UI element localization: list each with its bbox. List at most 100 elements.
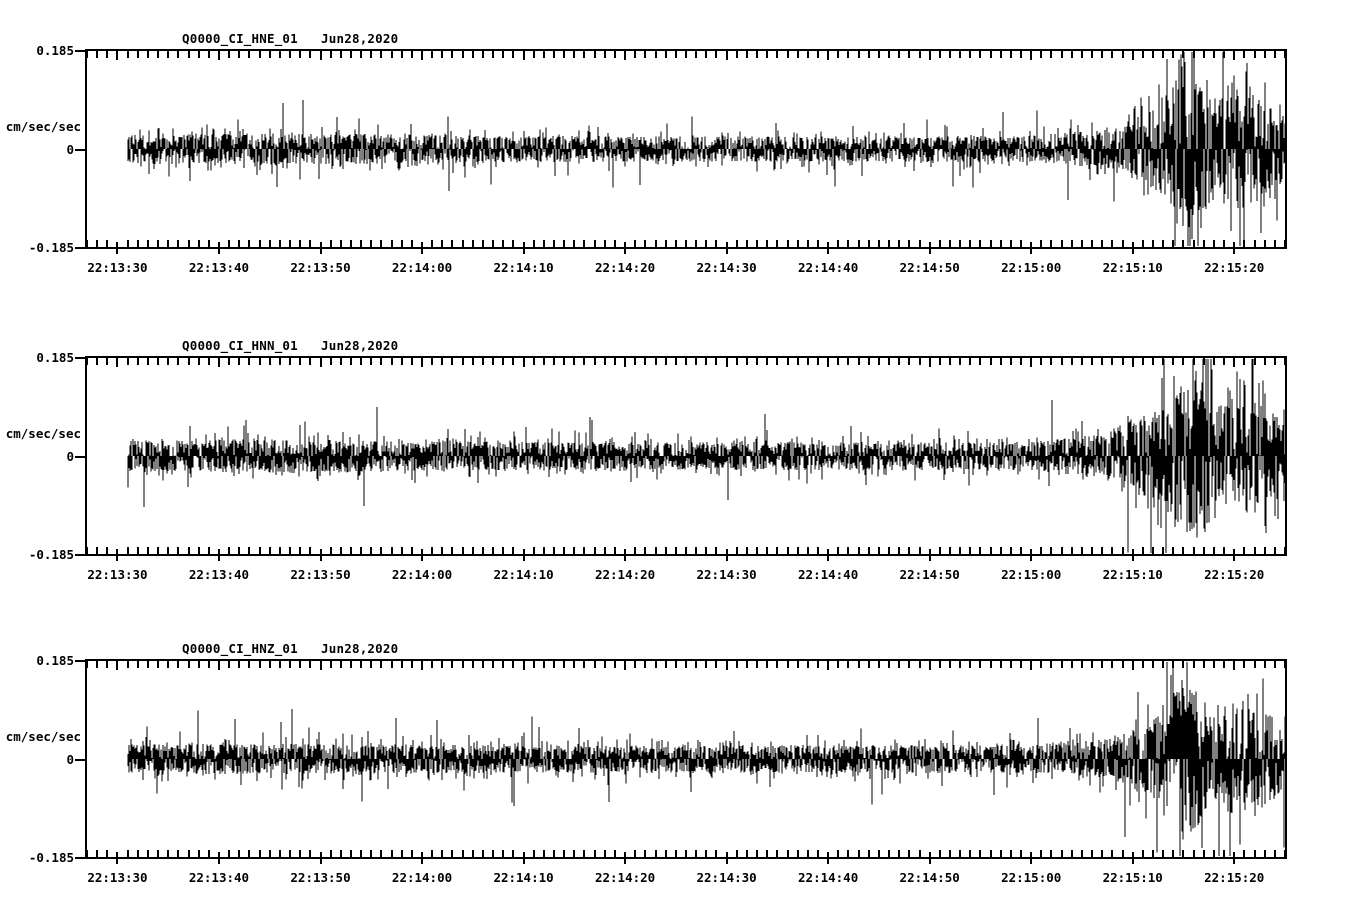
x-tick-top	[613, 358, 616, 365]
x-tick-top	[1050, 358, 1053, 365]
x-tick-top	[725, 661, 728, 670]
plot-frame-hnz	[85, 659, 1287, 859]
x-tick-top	[136, 51, 139, 58]
x-tick-minor	[1050, 547, 1053, 554]
x-tick-top	[1141, 51, 1144, 58]
x-tick-top	[380, 51, 383, 58]
x-tick-top	[837, 51, 840, 58]
x-tick-minor	[126, 850, 129, 857]
x-tick-top	[1284, 661, 1286, 668]
x-tick-minor	[1070, 240, 1073, 247]
x-tick-top	[644, 51, 647, 58]
x-tick-top	[1080, 661, 1083, 668]
x-tick-minor	[715, 240, 718, 247]
x-tick-major	[1131, 549, 1134, 561]
x-tick-minor	[867, 240, 870, 247]
x-tick-top	[928, 661, 931, 670]
x-tick-major	[1131, 242, 1134, 254]
x-tick-top	[583, 358, 586, 365]
x-tick-top	[634, 358, 637, 365]
x-tick-minor	[979, 547, 982, 554]
x-tick-minor	[1091, 240, 1094, 247]
x-tick-minor	[603, 547, 606, 554]
x-tick-top	[278, 661, 281, 668]
x-tick-minor	[705, 240, 708, 247]
x-tick-minor	[329, 850, 332, 857]
x-tick-top	[492, 358, 495, 365]
x-tick-top	[268, 358, 271, 365]
x-tick-minor	[1263, 240, 1266, 247]
x-tick-label: 22:15:10	[1102, 870, 1163, 885]
y-tick-mark-max-hnn	[75, 357, 85, 359]
x-tick-top	[542, 358, 545, 365]
x-tick-minor	[1212, 547, 1215, 554]
x-tick-minor	[299, 547, 302, 554]
x-tick-top	[583, 51, 586, 58]
x-tick-label: 22:15:00	[1001, 567, 1062, 582]
x-tick-minor	[481, 240, 484, 247]
x-tick-top	[674, 358, 677, 365]
x-tick-minor	[756, 240, 759, 247]
x-tick-minor	[197, 547, 200, 554]
x-tick-label: 22:14:50	[899, 567, 960, 582]
x-tick-minor	[1182, 547, 1185, 554]
x-tick-minor	[664, 850, 667, 857]
x-tick-top	[461, 358, 464, 365]
panel-title-hnz: Q0000_CI_HNZ_01 Jun28,2020	[182, 641, 399, 656]
x-tick-top	[1253, 661, 1256, 668]
x-tick-top	[959, 661, 962, 668]
y-tick-mark-zero-hne	[75, 149, 85, 151]
x-tick-minor	[837, 547, 840, 554]
x-tick-top	[1223, 661, 1226, 668]
x-tick-top	[309, 358, 312, 365]
x-tick-minor	[126, 240, 129, 247]
x-tick-minor	[146, 850, 149, 857]
x-tick-top	[715, 661, 718, 668]
x-tick-top	[786, 358, 789, 365]
x-tick-top	[461, 661, 464, 668]
x-tick-top	[705, 51, 708, 58]
x-tick-top	[816, 358, 819, 365]
x-tick-top	[319, 358, 322, 367]
x-tick-minor	[735, 850, 738, 857]
x-tick-label: 22:14:00	[391, 260, 453, 275]
x-tick-top	[431, 358, 434, 365]
x-tick-top	[563, 51, 566, 58]
x-tick-top	[624, 51, 627, 60]
x-tick-top	[410, 661, 413, 668]
x-tick-minor	[634, 240, 637, 247]
x-tick-minor	[1152, 240, 1155, 247]
x-tick-top	[197, 358, 200, 365]
x-tick-top	[451, 51, 454, 58]
x-tick-top	[329, 51, 332, 58]
x-tick-minor	[786, 547, 789, 554]
x-tick-top	[593, 51, 596, 58]
x-tick-minor	[1111, 240, 1114, 247]
waveform-trace-hnn	[127, 359, 1285, 553]
x-tick-top	[1080, 358, 1083, 365]
x-tick-minor	[867, 547, 870, 554]
panel-title-hnn: Q0000_CI_HNN_01 Jun28,2020	[182, 338, 399, 353]
x-tick-top	[471, 661, 474, 668]
x-tick-top	[1253, 51, 1256, 58]
x-tick-top	[796, 51, 799, 58]
x-tick-top	[796, 661, 799, 668]
x-tick-minor	[1223, 850, 1226, 857]
x-tick-minor	[654, 850, 657, 857]
x-tick-top	[837, 661, 840, 668]
x-tick-top	[1284, 51, 1286, 58]
x-tick-minor	[1141, 547, 1144, 554]
waveform-trace-hnz	[127, 662, 1285, 856]
x-tick-minor	[776, 547, 779, 554]
x-tick-top	[370, 51, 373, 58]
x-tick-minor	[664, 547, 667, 554]
x-tick-minor	[136, 547, 139, 554]
x-tick-top	[624, 661, 627, 670]
x-tick-top	[197, 51, 200, 58]
x-tick-minor	[492, 547, 495, 554]
x-tick-top	[461, 51, 464, 58]
x-tick-top	[603, 51, 606, 58]
x-tick-top	[258, 51, 261, 58]
x-tick-top	[654, 661, 657, 668]
x-tick-top	[786, 51, 789, 58]
